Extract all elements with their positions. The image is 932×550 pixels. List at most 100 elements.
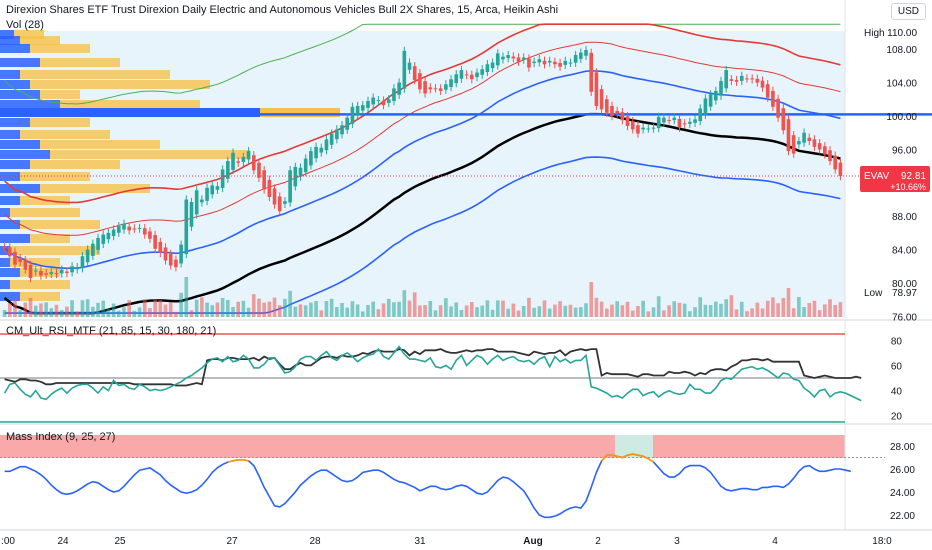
rsi-tick-label: 80: [891, 336, 903, 347]
candle-body: [241, 156, 246, 163]
volume-bar: [314, 301, 318, 317]
candle-body: [636, 125, 640, 134]
candle-body: [672, 117, 677, 121]
candle-body: [59, 269, 64, 274]
price-tag: [860, 166, 930, 193]
candle-body: [376, 100, 381, 102]
volume-bar: [630, 310, 635, 317]
candle-body: [662, 117, 666, 123]
volume-bar: [226, 300, 230, 317]
candle-body: [521, 57, 526, 60]
candle-body: [179, 244, 183, 264]
volume-profile-down: [30, 80, 210, 89]
volume-bar: [454, 302, 459, 317]
candle-body: [823, 146, 827, 155]
candle-body: [630, 121, 635, 130]
volume-bar: [495, 300, 500, 317]
volume-bar: [828, 299, 832, 317]
mass-threshold-zone: [0, 435, 845, 458]
candle-body: [298, 167, 303, 177]
volume-profile-down: [30, 44, 90, 53]
volume-bar: [563, 305, 568, 317]
volume-bar: [85, 299, 90, 317]
candle-body: [49, 272, 54, 274]
candle-body: [729, 79, 734, 81]
volume-bar: [682, 303, 687, 317]
candle-body: [257, 162, 261, 178]
volume-bar: [340, 303, 344, 317]
volume-bar: [604, 308, 609, 317]
time-tick-label: 27: [226, 536, 238, 547]
candle-body: [324, 139, 329, 151]
volume-bar: [324, 301, 329, 317]
volume-profile-up: [0, 90, 40, 99]
volume-bar: [2, 310, 7, 317]
candle-body: [122, 223, 126, 230]
candle-body: [656, 116, 661, 129]
mass-tick-label: 28.00: [890, 442, 915, 453]
time-tick-label: :00: [1, 536, 15, 547]
volume-profile-up: [0, 150, 50, 159]
candle-body: [158, 241, 163, 253]
candle-body: [13, 251, 17, 265]
candle-body: [272, 188, 277, 205]
volume-profile-up: [0, 280, 10, 289]
volume-bar: [350, 301, 355, 317]
candle-body: [65, 271, 69, 273]
candle-body: [599, 89, 604, 110]
volume-profile-up: [0, 160, 30, 169]
rsi-tick-label: 40: [891, 387, 903, 398]
candle-body: [184, 199, 189, 255]
volume-bar: [802, 307, 806, 317]
volume-bar: [516, 310, 521, 317]
volume-profile-up: [0, 140, 40, 149]
candle-body: [698, 108, 703, 122]
candle-body: [116, 226, 121, 233]
candle-body: [18, 258, 22, 263]
currency-button[interactable]: USD: [890, 3, 926, 20]
candle-body: [807, 137, 812, 142]
candle-body: [371, 97, 375, 105]
candle-body: [449, 79, 453, 87]
upper-outer-band: [4, 23, 841, 105]
volume-bar: [651, 307, 656, 317]
volume-bar: [625, 301, 630, 317]
volume-profile-up: [0, 130, 20, 139]
volume-profile-down: [60, 100, 200, 109]
candle-body: [688, 121, 692, 124]
candle-body: [594, 72, 599, 106]
candle-body: [200, 199, 204, 203]
time-tick-label: 31: [414, 536, 426, 547]
volume-bar: [693, 307, 697, 317]
volume-profile-up: [0, 268, 20, 277]
volume-bar: [423, 305, 427, 317]
volume-profile-down: [30, 118, 90, 127]
candle-body: [153, 235, 157, 249]
candle-body: [96, 237, 100, 250]
volume-bar: [771, 297, 775, 317]
volume-bar: [527, 297, 531, 317]
candle-body: [817, 143, 822, 150]
candle-body: [501, 56, 505, 60]
candle-body: [708, 94, 713, 107]
volume-bar: [760, 308, 765, 317]
volume-bar: [335, 307, 339, 317]
volume-bar: [459, 310, 464, 317]
volume-bar: [122, 307, 126, 317]
candle-body: [127, 226, 132, 231]
volume-bar: [672, 301, 677, 317]
candle-body: [781, 108, 786, 131]
price-tick-label: 76.00: [892, 312, 917, 323]
volume-profile-up: [0, 80, 30, 89]
volume-bar: [713, 301, 718, 317]
candle-body: [547, 60, 552, 63]
candle-body: [355, 105, 360, 116]
candle-body: [667, 120, 671, 122]
candle-body: [610, 105, 614, 116]
volume-bar: [786, 288, 791, 317]
volume-bar: [558, 301, 562, 317]
mass-index-overshoot: [227, 459, 249, 463]
volume-profile-down: [50, 150, 250, 159]
volume-bar: [80, 300, 85, 317]
